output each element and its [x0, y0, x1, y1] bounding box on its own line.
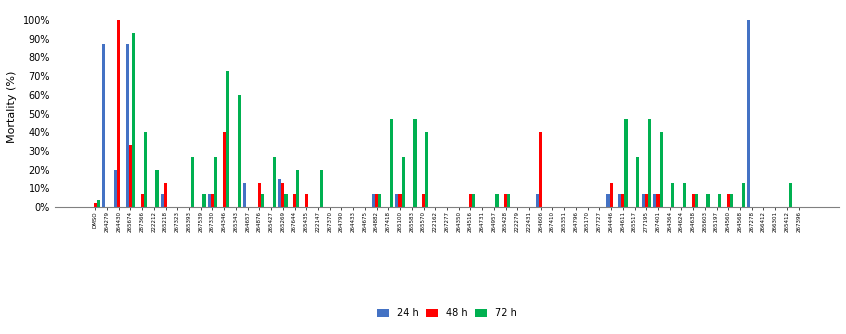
Bar — [788, 183, 792, 207]
Bar — [747, 20, 750, 207]
Bar — [284, 194, 288, 207]
Bar — [653, 194, 656, 207]
Bar — [272, 157, 276, 207]
Bar — [683, 183, 686, 207]
Bar — [293, 194, 296, 207]
Bar — [507, 194, 510, 207]
Bar — [425, 132, 428, 207]
Bar — [126, 44, 129, 207]
Bar — [156, 170, 158, 207]
Bar — [742, 183, 744, 207]
Bar — [96, 200, 100, 207]
Bar — [496, 194, 498, 207]
Bar — [641, 194, 645, 207]
Bar — [730, 194, 733, 207]
Bar — [102, 44, 106, 207]
Bar — [243, 183, 246, 207]
Bar — [624, 119, 628, 207]
Bar — [258, 183, 261, 207]
Bar — [539, 132, 542, 207]
Bar — [226, 70, 229, 207]
Bar — [536, 194, 539, 207]
Bar — [372, 194, 375, 207]
Bar — [671, 183, 674, 207]
Bar — [718, 194, 722, 207]
Bar — [114, 170, 117, 207]
Bar — [214, 157, 217, 207]
Bar — [117, 20, 120, 207]
Bar — [648, 119, 651, 207]
Bar — [144, 132, 147, 207]
Bar — [706, 194, 710, 207]
Bar — [320, 170, 322, 207]
Bar — [375, 194, 378, 207]
Bar — [636, 157, 640, 207]
Bar — [621, 194, 624, 207]
Bar — [395, 194, 398, 207]
Bar — [164, 183, 168, 207]
Bar — [656, 194, 660, 207]
Bar — [211, 194, 214, 207]
Legend: 24 h, 48 h, 72 h: 24 h, 48 h, 72 h — [373, 305, 520, 322]
Bar — [402, 157, 405, 207]
Bar — [414, 119, 416, 207]
Bar — [609, 183, 613, 207]
Bar — [94, 203, 96, 207]
Bar — [695, 194, 698, 207]
Bar — [296, 170, 299, 207]
Bar — [618, 194, 621, 207]
Bar — [660, 132, 662, 207]
Bar — [727, 194, 730, 207]
Bar — [398, 194, 402, 207]
Bar — [140, 194, 144, 207]
Bar — [208, 194, 211, 207]
Bar — [161, 194, 164, 207]
Bar — [390, 119, 393, 207]
Bar — [261, 194, 264, 207]
Bar — [129, 145, 132, 207]
Bar — [607, 194, 609, 207]
Bar — [305, 194, 308, 207]
Bar — [202, 194, 206, 207]
Bar — [422, 194, 425, 207]
Bar — [278, 179, 281, 207]
Y-axis label: Mortality (%): Mortality (%) — [7, 71, 17, 143]
Bar — [132, 33, 135, 207]
Bar — [378, 194, 382, 207]
Bar — [469, 194, 472, 207]
Bar — [190, 157, 194, 207]
Bar — [222, 132, 226, 207]
Bar — [281, 183, 284, 207]
Bar — [691, 194, 695, 207]
Bar — [645, 194, 648, 207]
Bar — [238, 95, 240, 207]
Bar — [472, 194, 475, 207]
Bar — [504, 194, 507, 207]
